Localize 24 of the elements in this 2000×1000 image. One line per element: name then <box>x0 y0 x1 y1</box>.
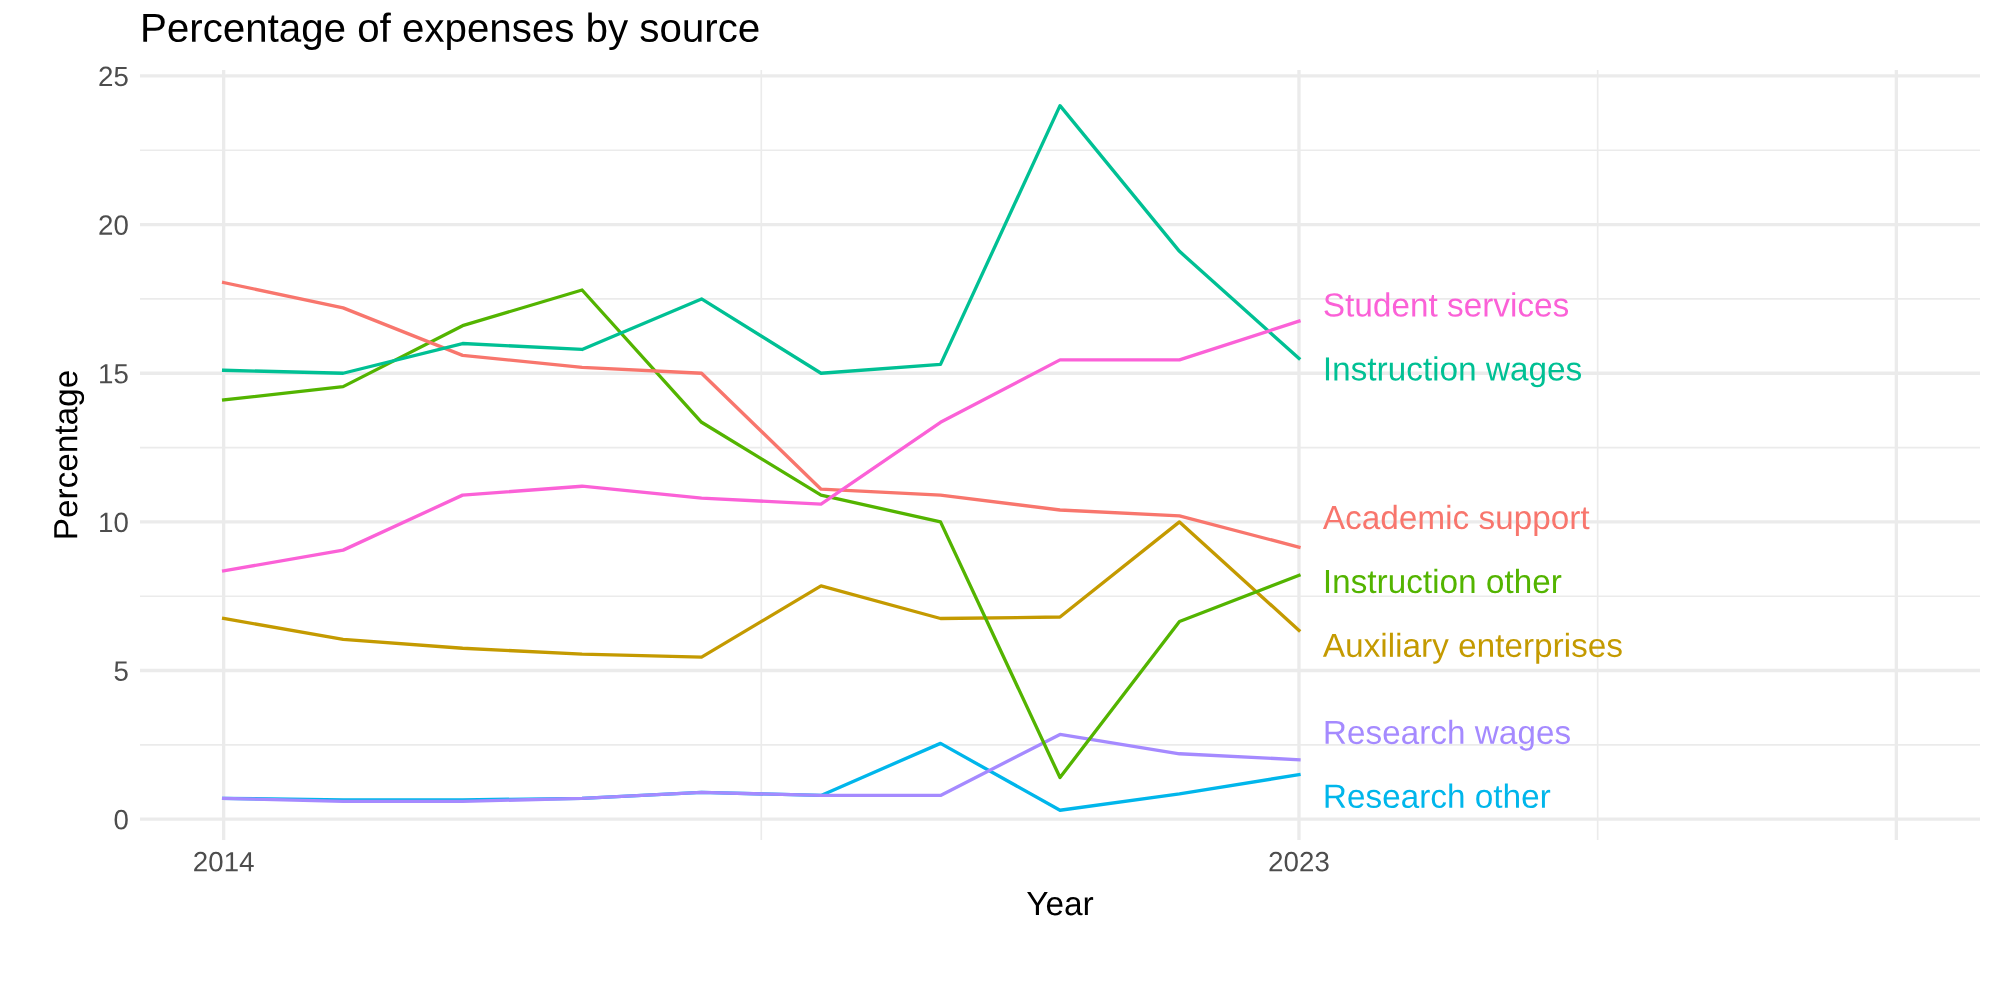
x-axis-title: Year <box>1027 892 1094 916</box>
y-tick-label: 0 <box>114 809 128 830</box>
series-label: Research wages <box>1325 719 1570 751</box>
y-tick-label: 10 <box>100 512 128 533</box>
x-tick-label: 2014 <box>194 851 254 872</box>
y-tick-label: 20 <box>99 215 128 235</box>
line-series <box>221 732 1301 804</box>
line-series <box>221 520 1301 659</box>
series-label: Academic support <box>1322 504 1590 536</box>
line-series <box>221 104 1301 375</box>
y-tick-label: 5 <box>114 661 128 681</box>
series-label: Instruction wages <box>1325 356 1582 388</box>
series-label: Research other <box>1325 783 1551 809</box>
series-label: Instruction other <box>1325 568 1562 594</box>
line-series <box>221 280 1301 549</box>
series-label: Student services <box>1324 292 1569 317</box>
x-tick-label: 2023 <box>1269 851 1329 872</box>
y-tick-label: 25 <box>99 66 128 87</box>
chart-title: Percentage of expenses by source <box>143 12 759 50</box>
y-tick-label: 15 <box>100 364 128 384</box>
series-label: Auxiliary enterprises <box>1322 632 1622 664</box>
y-axis-title: Percentage <box>54 371 85 538</box>
line-series <box>221 319 1301 573</box>
line-series <box>221 288 1301 780</box>
